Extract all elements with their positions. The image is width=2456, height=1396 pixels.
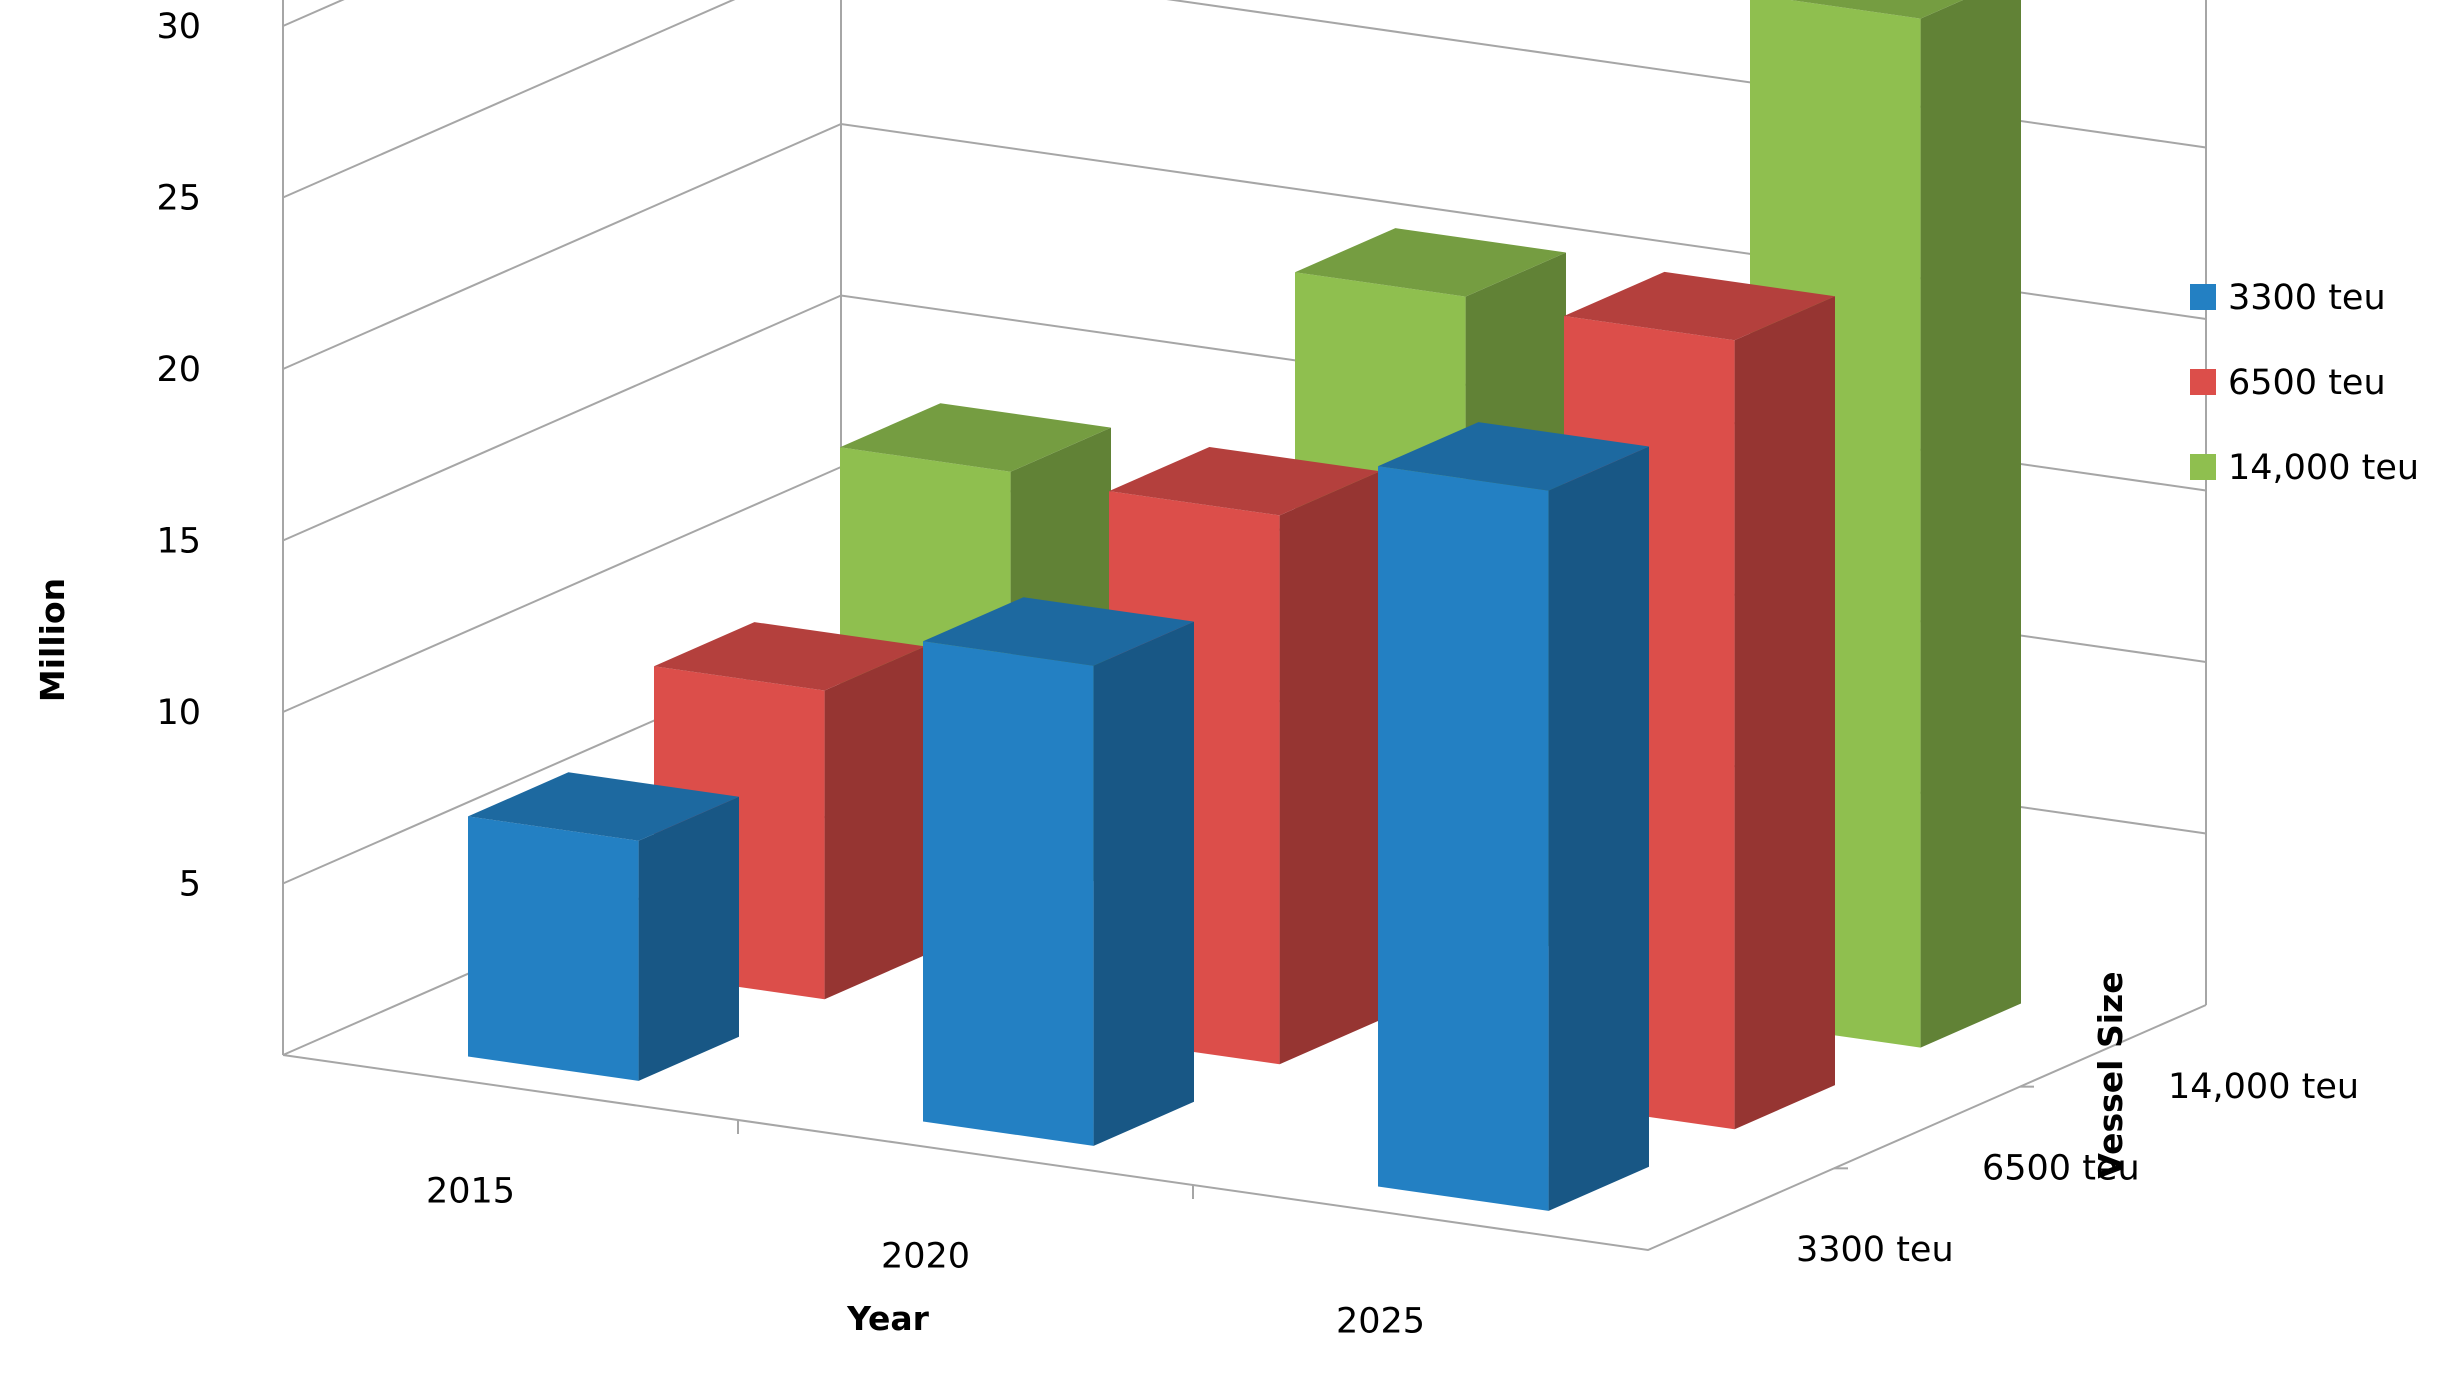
depth-tick-label: 6500 teu (1982, 1149, 2140, 1189)
depth-axis-title: Vessel Size (2091, 971, 2130, 1178)
depth-tick-label: 3300 teu (1796, 1230, 1954, 1270)
bar-3300teu-2025 (1378, 422, 1649, 1211)
y-tick-label: 5 (179, 865, 201, 905)
x-tick-label: 2025 (1336, 1302, 1425, 1342)
y-axis-title: Million (33, 578, 72, 702)
legend-label: 3300 teu (2228, 278, 2386, 318)
legend-label: 14,000 teu (2228, 448, 2419, 488)
bar-side-face (1734, 296, 1835, 1130)
y-tick-label: 15 (156, 522, 201, 562)
legend-label: 6500 teu (2228, 363, 2386, 403)
legend-swatch (2190, 369, 2216, 395)
chart-walls (282, 0, 2207, 1055)
y-tick-label: 30 (156, 7, 201, 47)
bar-top-face (1378, 422, 1649, 491)
bar-top-face (1564, 271, 1835, 341)
depth-tick-labels: 3300 teu 6500 teu 14,000 teu (1796, 1067, 2359, 1270)
y-tick-label: 25 (156, 179, 201, 219)
bar-top-face (923, 597, 1194, 666)
bar-3300teu-2020 (923, 597, 1194, 1146)
x-tick-label: 2015 (426, 1172, 515, 1212)
y-tick-labels: 5101520253035 (156, 7, 201, 905)
legend: 3300 teu 6500 teu 14,000 teu (2190, 278, 2419, 488)
bar-side-face (1093, 621, 1194, 1146)
bar-side-face (1279, 471, 1380, 1065)
bar-side-face (1920, 0, 2021, 1048)
depth-tick-label: 14,000 teu (2168, 1067, 2359, 1107)
bar-top-face (840, 403, 1111, 472)
y-tick-label: 20 (156, 350, 201, 390)
x-axis-title: Year (846, 1299, 930, 1338)
x-tick-labels: 2015 2020 2025 (426, 1172, 1425, 1342)
bar-side-face (824, 646, 925, 1000)
x-tick-label: 2020 (881, 1237, 970, 1277)
bar-top-face (1790, 0, 1963, 19)
bar-top-face (654, 622, 925, 691)
bars (468, 0, 2021, 1211)
bar-side-face (638, 796, 739, 1081)
bar-top-face (1109, 447, 1380, 516)
legend-swatch (2190, 284, 2216, 310)
bar-front-face (468, 816, 639, 1081)
bar-top-face (1295, 228, 1566, 297)
y-tick-label: 10 (156, 693, 201, 733)
legend-swatch (2190, 454, 2216, 480)
bar-front-face (1378, 466, 1549, 1211)
bar-side-face (1548, 446, 1649, 1211)
bar-front-face (923, 641, 1094, 1146)
bar-3300teu-2015 (468, 772, 739, 1081)
bar-top-face (468, 772, 739, 841)
